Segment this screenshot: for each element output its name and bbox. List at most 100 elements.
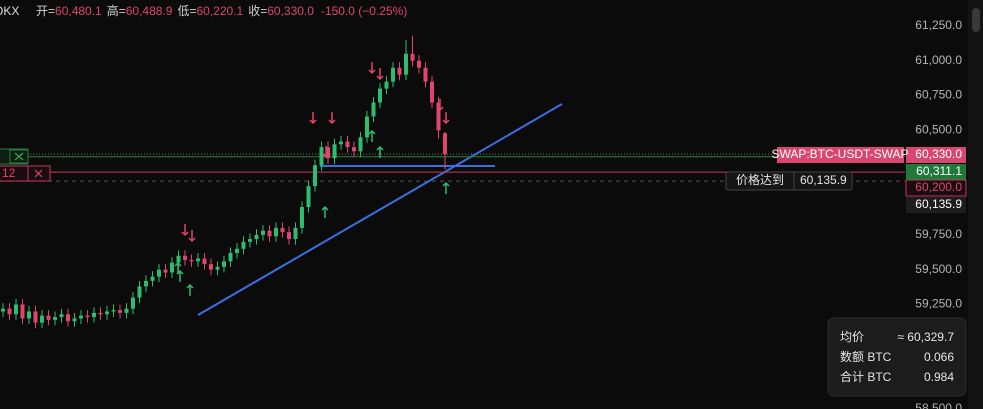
ohlc-value: 60,330.0 — [267, 4, 314, 18]
candle-body — [79, 315, 83, 319]
candle-body — [352, 147, 356, 152]
candle-body — [436, 102, 441, 131]
sell-arrow — [188, 230, 196, 243]
price-level-label: 60,330.0 — [915, 147, 962, 161]
order-tag-label: 12 — [2, 166, 16, 180]
candle-body — [254, 234, 259, 240]
candle-body — [124, 308, 129, 313]
ohlc-label: 高= — [107, 3, 126, 18]
sell-arrow — [442, 112, 450, 125]
sell-arrow — [376, 68, 384, 81]
order-close[interactable] — [9, 149, 29, 164]
candle-body — [215, 266, 220, 270]
price-level-label: 60,200.0 — [915, 180, 962, 194]
buy-arrow — [174, 261, 182, 274]
candle-body — [33, 311, 38, 323]
price-level-label: 60,311.1 — [916, 164, 962, 178]
candle-body — [111, 310, 116, 312]
candle-body — [14, 304, 18, 315]
candle-body — [332, 144, 337, 159]
candle-body — [410, 53, 415, 61]
candle-body — [326, 147, 330, 159]
trend-line — [197, 103, 563, 316]
candle-body — [430, 81, 434, 103]
ohlc-value: 60,488.9 — [126, 4, 173, 18]
candle-body — [443, 133, 447, 155]
candle-body — [306, 186, 311, 208]
price-level-box — [906, 197, 966, 213]
price-level-box — [906, 147, 966, 163]
buy-arrow — [186, 283, 194, 296]
candle-body — [163, 269, 168, 273]
candle-body — [378, 88, 382, 103]
candle-body — [118, 310, 122, 313]
candle-body — [98, 312, 103, 315]
candle-body — [27, 311, 31, 319]
candle-body — [345, 141, 350, 148]
scroll-thumb[interactable] — [972, 8, 980, 32]
tooltip-value: 0.984 — [924, 370, 954, 384]
order-tag — [0, 148, 29, 165]
scroll-track — [968, 0, 983, 409]
candle-body — [300, 207, 304, 228]
candle-body — [1, 308, 5, 312]
candle-body — [92, 312, 96, 318]
candle-body — [196, 258, 200, 262]
buy-arrow — [442, 181, 450, 194]
candle-body — [228, 252, 233, 262]
candle-body — [371, 102, 376, 117]
sell-arrow — [181, 224, 189, 237]
y-tick-label: 58,500.0 — [915, 401, 962, 409]
sell-arrow — [368, 62, 376, 75]
tooltip-key: 均价 — [840, 330, 864, 344]
candle-body — [280, 227, 285, 233]
y-tick-label: 61,000.0 — [915, 53, 962, 67]
y-tick-label: 61,250.0 — [915, 18, 962, 32]
order-tag — [0, 165, 51, 182]
candle-body — [267, 230, 272, 237]
sell-arrow — [328, 112, 336, 125]
y-tick-label: 59,250.0 — [915, 297, 962, 311]
candle-body — [274, 227, 278, 237]
sell-arrow — [322, 146, 330, 159]
candle-body — [365, 116, 369, 138]
alert-value: 60,135.9 — [800, 173, 847, 187]
candle-body — [176, 255, 181, 263]
symbol: OKX — [0, 4, 19, 18]
ohlc-label: 低= — [177, 4, 196, 18]
candle-body — [319, 147, 324, 166]
tooltip — [827, 317, 967, 397]
close-icon[interactable] — [34, 169, 43, 178]
candle-body — [144, 280, 148, 287]
candle-body — [261, 230, 265, 235]
candle-body — [391, 67, 395, 82]
candle-body — [170, 262, 174, 273]
tooltip-value: ≈ 60,329.7 — [897, 330, 954, 344]
candle-body — [313, 165, 317, 187]
candle-body — [209, 264, 213, 270]
candle-body — [241, 241, 246, 249]
candle-body — [150, 276, 155, 281]
price-level-label: 60,135.9 — [915, 197, 962, 211]
candle-body — [339, 141, 343, 145]
y-tick-label: 60,500.0 — [915, 123, 962, 137]
candle-body — [7, 308, 12, 315]
alert-text: 价格达到 — [736, 172, 784, 187]
candle-body — [72, 318, 77, 322]
candle-body — [46, 315, 51, 320]
y-tick-label: 59,750.0 — [915, 227, 962, 241]
candle-body — [404, 53, 408, 75]
price-level-box — [905, 179, 967, 197]
candle-body — [59, 314, 64, 318]
candle-body — [293, 227, 298, 240]
buy-arrow — [321, 205, 329, 218]
candle-body — [248, 239, 252, 242]
candle-body — [189, 259, 194, 262]
candle-body — [417, 60, 421, 68]
alert-box — [725, 171, 853, 191]
candle-body — [235, 248, 239, 253]
sell-arrow — [436, 99, 444, 112]
candle-body — [423, 67, 428, 82]
